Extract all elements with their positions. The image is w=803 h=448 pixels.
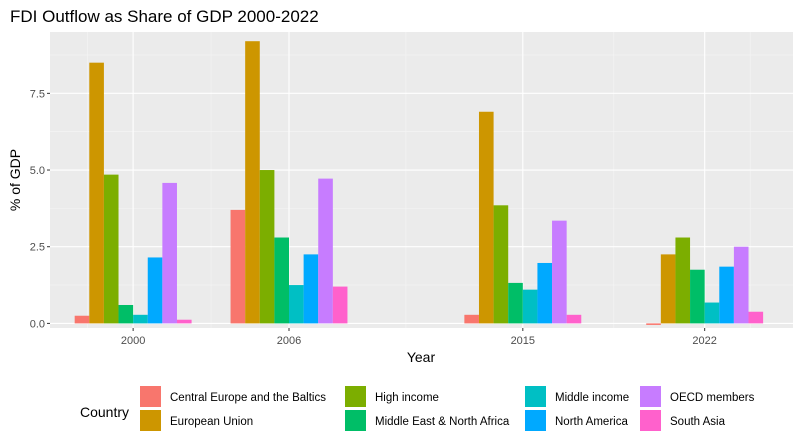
bars [74, 41, 764, 325]
bar [646, 323, 661, 325]
bar [162, 182, 177, 324]
y-axis-title: % of GDP [7, 149, 23, 211]
legend-key [640, 386, 661, 407]
legend-key [640, 410, 661, 431]
legend-label: South Asia [670, 416, 726, 428]
legend-label: Central Europe and the Baltics [170, 392, 326, 404]
bar [508, 282, 523, 324]
bar [89, 62, 104, 324]
bar [733, 246, 749, 324]
bar [660, 254, 676, 324]
bar [493, 205, 509, 324]
legend-title: Country [80, 404, 129, 420]
bar [464, 314, 479, 324]
bar [230, 209, 246, 324]
x-tick-label: 2022 [692, 335, 716, 347]
y-axis: 0.0 2.5 5.0 7.5 [30, 88, 50, 330]
bar [748, 311, 764, 324]
legend-label: OECD members [670, 392, 755, 404]
bar [478, 111, 494, 324]
x-axis-title: Year [407, 349, 436, 365]
y-tick-label: 0.0 [30, 318, 45, 330]
bar [690, 269, 705, 324]
legend-key [525, 386, 546, 407]
y-tick-label: 5.0 [30, 165, 45, 177]
bar [118, 304, 134, 324]
bar [147, 257, 163, 324]
legend-key [140, 386, 161, 407]
bar [675, 237, 691, 324]
legend-label: Middle income [555, 392, 629, 404]
legend-key [525, 410, 546, 431]
legend-label: High income [375, 392, 439, 404]
x-tick-label: 2015 [511, 335, 535, 347]
bar [103, 174, 119, 324]
legend-key [345, 410, 366, 431]
x-tick-label: 2006 [277, 335, 301, 347]
chart-title: FDI Outflow as Share of GDP 2000-2022 [10, 7, 319, 26]
bar [303, 254, 319, 324]
legend-label: Middle East & North Africa [375, 416, 510, 428]
bar [74, 315, 90, 324]
legend-key [140, 410, 161, 431]
bar [719, 266, 734, 324]
bar [318, 178, 333, 324]
x-tick-label: 2000 [121, 335, 145, 347]
bar [289, 285, 304, 324]
bar [522, 289, 538, 324]
bar [274, 237, 290, 324]
bar [537, 262, 553, 324]
legend-label: European Union [170, 416, 253, 428]
bar [259, 170, 275, 324]
legend-key [345, 386, 366, 407]
bar [245, 41, 260, 324]
x-axis: 2000 2006 2015 2022 [121, 328, 717, 347]
bar [176, 319, 192, 324]
bar [552, 220, 567, 324]
y-tick-label: 7.5 [30, 88, 45, 100]
bar [566, 314, 582, 324]
bar [133, 314, 148, 324]
legend: Country Central Europe and the Baltics Eu… [80, 386, 755, 431]
bar [704, 302, 720, 324]
legend-label: North America [555, 416, 628, 428]
bar [332, 286, 348, 324]
y-tick-label: 2.5 [30, 242, 45, 254]
